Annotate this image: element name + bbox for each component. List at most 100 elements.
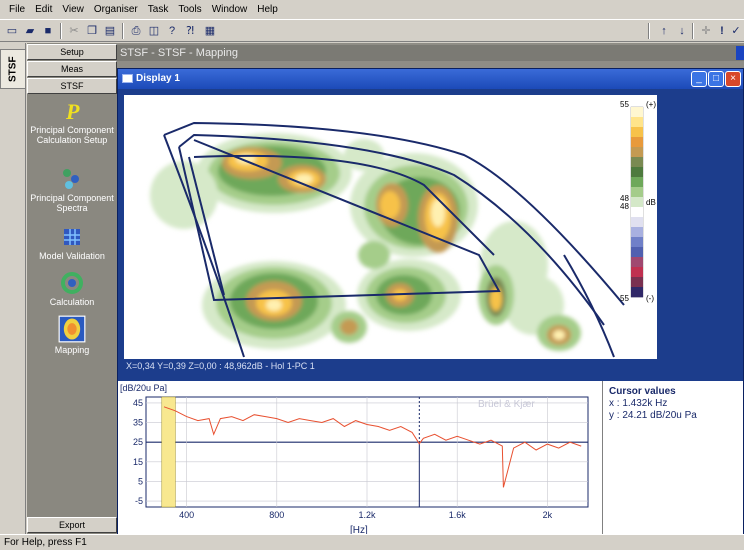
- nav-item-mapping[interactable]: Mapping: [27, 315, 117, 355]
- colorbar-mid-value-a: 48: [620, 194, 629, 203]
- menu-view[interactable]: View: [62, 4, 84, 15]
- display-window-title-bar[interactable]: Display 1: [118, 69, 743, 89]
- acoustic-map[interactable]: 55 (+) 48 48 dB 55 (-): [124, 95, 657, 359]
- spectrum-chart[interactable]: [dB/20u Pa] Brüel & Kjær 45 35 25 15 5 -5 400 8…: [118, 381, 602, 536]
- colorbar-bottom-sign: (-): [646, 294, 654, 303]
- colorbar-swatch: [631, 227, 643, 238]
- spectrum-panel: [dB/20u Pa] Brüel & Kjær 45 35 25 15 5 -5 400 8…: [118, 379, 743, 536]
- y-tick-label: 25: [133, 437, 143, 447]
- cursor-x-value: x : 1.432k Hz: [609, 398, 668, 409]
- exclamation-icon[interactable]: !: [720, 25, 724, 37]
- spectra-icon: [63, 169, 79, 189]
- principal-component-p-icon: P: [65, 99, 80, 123]
- print-icon[interactable]: ⎙: [131, 25, 141, 37]
- colorbar: 55 (+) 48 48 dB 55 (-): [620, 100, 656, 303]
- navigation-panel: Setup Meas STSF P Principal Component Ca…: [27, 43, 117, 534]
- colorbar-swatch: [631, 137, 643, 148]
- crosshair-icon[interactable]: ✛: [701, 25, 711, 37]
- brand-watermark: Brüel & Kjær: [478, 399, 535, 410]
- menu-tools[interactable]: Tools: [178, 4, 202, 15]
- help-icon[interactable]: ?: [168, 25, 176, 37]
- colorbar-swatch: [631, 117, 643, 128]
- nav-item-principal-component-spectra[interactable]: Principal Component Spectra: [27, 167, 117, 213]
- x-tick-label: 800: [269, 510, 284, 520]
- highlight-band[interactable]: [161, 396, 176, 508]
- colorbar-swatch: [631, 197, 643, 208]
- colorbar-unit: dB: [646, 198, 656, 207]
- window-icon: [122, 74, 133, 83]
- colorbar-swatch: [631, 247, 643, 258]
- monitor-icon[interactable]: ▦: [204, 25, 216, 37]
- menu-window[interactable]: Window: [211, 4, 248, 15]
- cursor-values-title: Cursor values: [609, 386, 676, 397]
- arrow-down-icon[interactable]: ↓: [679, 25, 685, 37]
- y-tick-label: -5: [135, 496, 143, 506]
- workspace: STSF - STSF - Mapping Display 1 _ □ ×: [117, 43, 744, 536]
- nav-export-button[interactable]: Export: [27, 517, 117, 533]
- colorbar-top-value: 55: [620, 100, 629, 109]
- y-tick-label: 5: [138, 476, 143, 486]
- menu-organiser[interactable]: Organiser: [93, 4, 138, 15]
- copy-icon[interactable]: ❐: [87, 25, 97, 37]
- colorbar-swatch: [631, 267, 643, 278]
- open-icon[interactable]: ▰: [25, 25, 35, 37]
- spectrum-series-line: [163, 406, 582, 488]
- side-tab-stsf[interactable]: STSF: [0, 49, 26, 89]
- colorbar-swatch: [631, 107, 643, 118]
- colorbar-swatch: [631, 127, 643, 138]
- toolbar-separator: [692, 23, 694, 39]
- y-tick-label: 45: [133, 398, 143, 408]
- colorbar-swatch: [631, 237, 643, 248]
- colorbar-swatch: [631, 287, 643, 298]
- nav-item-label: Calculation: [49, 297, 95, 307]
- colorbar-swatch: [631, 157, 643, 168]
- spectrum-xlabel: [Hz]: [350, 525, 368, 536]
- nav-item-principal-component-setup[interactable]: P Principal Component Calculation Setup: [27, 99, 117, 145]
- y-tick-label: 35: [133, 418, 143, 428]
- calculation-icon: [61, 272, 83, 294]
- minimize-icon[interactable]: _: [691, 71, 707, 87]
- maximize-icon[interactable]: □: [708, 71, 724, 87]
- menu-task[interactable]: Task: [147, 4, 169, 15]
- model-validation-icon: [64, 229, 80, 245]
- nav-meas-button[interactable]: Meas: [27, 61, 117, 77]
- acoustic-map-canvas[interactable]: 55 (+) 48 48 dB 55 (-): [124, 95, 657, 359]
- colorbar-swatch: [631, 147, 643, 158]
- nav-item-label: Model Validation: [39, 251, 105, 261]
- close-icon[interactable]: ×: [725, 71, 741, 87]
- colorbar-swatch: [631, 217, 643, 228]
- new-icon[interactable]: ▭: [6, 25, 18, 37]
- toolbar-separator: [648, 23, 650, 39]
- menu-bar: File Edit View Organiser Task Tools Window Help: [0, 0, 744, 19]
- toolbar-separator: [122, 23, 124, 39]
- print-preview-icon[interactable]: ◫: [148, 25, 160, 37]
- nav-item-model-validation[interactable]: Model Validation: [27, 225, 117, 261]
- nav-item-label: Mapping: [54, 345, 90, 355]
- menu-help[interactable]: Help: [257, 4, 278, 15]
- cursor-y-value: y : 24.21 dB/20u Pa: [609, 410, 697, 421]
- menu-file[interactable]: File: [9, 4, 26, 15]
- colorbar-swatch: [631, 277, 643, 288]
- nav-item-label: Principal Component Spectra: [30, 193, 114, 213]
- save-icon[interactable]: ■: [44, 25, 52, 37]
- menu-edit[interactable]: Edit: [35, 4, 53, 15]
- colorbar-mid-value-b: 48: [620, 202, 629, 211]
- x-tick-label: 1.2k: [358, 510, 376, 520]
- side-tab-strip: STSF: [0, 43, 26, 534]
- toolbar: ▭ ▰ ■ ✂ ❐ ▤ ⎙ ◫ ? ⁈ ▦ ↑ ↓ ✛ ! ✓: [0, 19, 744, 42]
- svg-text:P: P: [65, 99, 80, 123]
- colorbar-bottom-value: 55: [620, 294, 629, 303]
- status-text: For Help, press F1: [4, 537, 87, 548]
- spectrum-ylabel: [dB/20u Pa]: [120, 383, 167, 393]
- check-icon[interactable]: ✓: [731, 25, 741, 37]
- nav-setup-button[interactable]: Setup: [27, 44, 117, 60]
- nav-item-calculation[interactable]: Calculation: [27, 271, 117, 307]
- workspace-scroll-indicator: [736, 46, 744, 60]
- arrow-up-icon[interactable]: ↑: [661, 25, 667, 37]
- paste-icon[interactable]: ▤: [104, 25, 116, 37]
- cut-icon[interactable]: ✂: [69, 25, 79, 37]
- y-tick-label: 15: [133, 457, 143, 467]
- x-tick-label: 400: [179, 510, 194, 520]
- context-help-icon[interactable]: ⁈: [185, 25, 195, 37]
- nav-stsf-button[interactable]: STSF: [27, 78, 117, 94]
